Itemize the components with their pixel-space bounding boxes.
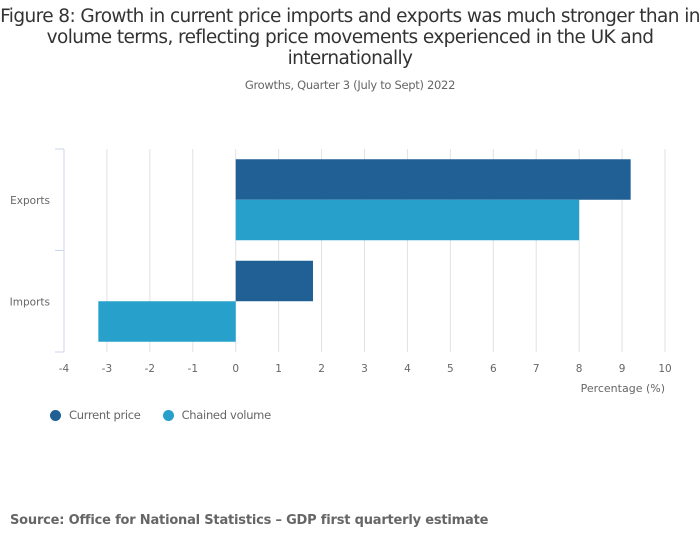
y-category-label: Exports bbox=[10, 195, 50, 207]
legend-label: Chained volume bbox=[181, 408, 272, 422]
bar-exports-chained-volume[interactable] bbox=[235, 199, 580, 241]
x-axis-title: Percentage (%) bbox=[581, 382, 665, 395]
x-tick-label: 6 bbox=[490, 363, 497, 375]
x-tick-label: 4 bbox=[404, 363, 411, 375]
y-axis: Exports Imports bbox=[10, 148, 65, 353]
x-tick-label: 3 bbox=[361, 363, 368, 375]
x-tick-label: 1 bbox=[275, 363, 282, 375]
x-tick-label: 7 bbox=[533, 363, 540, 375]
x-tick-label: 5 bbox=[447, 363, 454, 375]
chart-title: Figure 8: Growth in current price import… bbox=[0, 6, 700, 69]
x-tick-label: -2 bbox=[145, 363, 155, 375]
bar-imports-chained-volume[interactable] bbox=[98, 301, 236, 342]
x-tick-label: 2 bbox=[318, 363, 325, 375]
legend-marker-chained-volume bbox=[162, 409, 174, 421]
bar-imports-current-price[interactable] bbox=[235, 260, 313, 302]
x-tick-label: -3 bbox=[102, 363, 112, 375]
legend-label: Current price bbox=[69, 408, 141, 422]
legend-marker-current-price bbox=[50, 409, 61, 421]
x-tick-label: -4 bbox=[59, 363, 70, 375]
bar-exports-current-price[interactable] bbox=[235, 159, 631, 200]
x-tick-label: -1 bbox=[188, 363, 198, 375]
x-tick-label: 8 bbox=[576, 363, 583, 375]
x-tick-label: 10 bbox=[658, 363, 671, 375]
legend-item-chained-volume[interactable]: Chained volume bbox=[162, 408, 272, 422]
x-tick-label: 0 bbox=[232, 363, 239, 375]
x-axis-ticks: -4 -3 -2 -1 0 1 2 3 4 5 6 7 8 9 10 bbox=[59, 363, 672, 375]
legend: Current price Chained volume bbox=[50, 408, 293, 422]
bars bbox=[98, 159, 631, 342]
source-note: Source: Office for National Statistics –… bbox=[10, 513, 489, 528]
x-tick-label: 9 bbox=[619, 363, 626, 375]
legend-item-current-price[interactable]: Current price bbox=[50, 408, 141, 422]
y-category-label: Imports bbox=[10, 296, 50, 308]
chart-subtitle: Growths, Quarter 3 (July to Sept) 2022 bbox=[244, 78, 456, 92]
